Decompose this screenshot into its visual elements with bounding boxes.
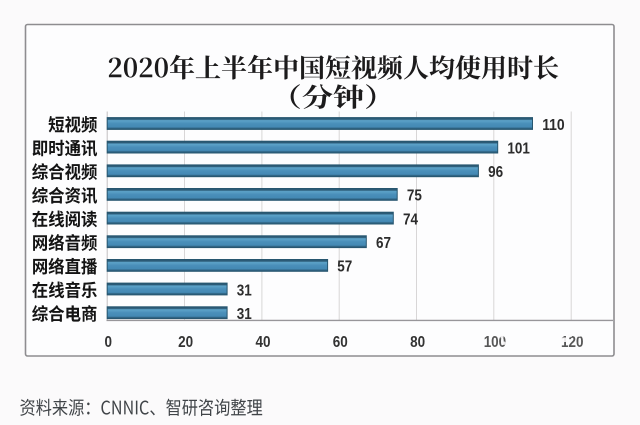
svg-text:20: 20 [178, 334, 193, 351]
svg-text:80: 80 [410, 334, 425, 351]
svg-text:31: 31 [237, 306, 252, 323]
svg-text:110: 110 [542, 117, 565, 134]
svg-text:101: 101 [507, 140, 530, 157]
svg-text:74: 74 [403, 211, 418, 228]
svg-text:31: 31 [237, 282, 252, 299]
svg-text:0: 0 [105, 334, 113, 351]
svg-text:96: 96 [488, 164, 503, 181]
svg-text:57: 57 [337, 259, 352, 276]
svg-text:75: 75 [407, 188, 422, 205]
svg-text:40: 40 [256, 334, 271, 351]
svg-text:100: 100 [484, 334, 507, 351]
svg-text:67: 67 [376, 235, 391, 252]
svg-text:60: 60 [333, 334, 348, 351]
